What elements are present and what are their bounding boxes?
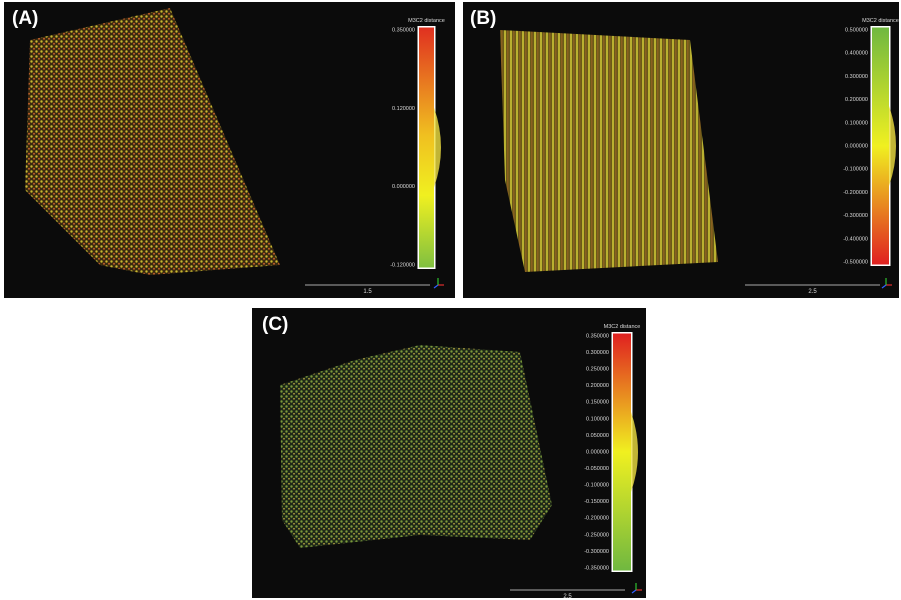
axis-icon	[433, 284, 439, 289]
scale-title: M3C2 distance	[408, 18, 445, 24]
scale-tick-label: 0.300000	[845, 74, 868, 80]
scale-tick-label: -0.100000	[843, 167, 868, 173]
scale-tick-label: 0.350000	[586, 333, 609, 339]
scale-tick-label: 0.000000	[586, 449, 609, 455]
scale-tick-label: -0.120000	[390, 262, 415, 268]
scale-bar-label: 2.5	[563, 594, 572, 600]
scale-title: M3C2 distance	[604, 324, 641, 330]
scale-tick-label: 0.000000	[845, 143, 868, 149]
panel-label: (C)	[262, 314, 288, 335]
axis-icon	[881, 284, 887, 289]
scale-tick-label: -0.400000	[843, 236, 868, 242]
panel-label: (B)	[470, 8, 496, 29]
scale-tick-label: -0.200000	[584, 516, 609, 522]
scale-tick-label: 0.350000	[392, 27, 415, 33]
scale-tick-label: 0.400000	[845, 51, 868, 57]
color-bar	[613, 333, 631, 571]
scale-tick-label: -0.150000	[584, 499, 609, 505]
scale-tick-label: 0.150000	[586, 400, 609, 406]
scale-tick-label: 0.100000	[586, 416, 609, 422]
histogram	[434, 107, 441, 188]
axis-icon	[631, 589, 637, 594]
scale-title: M3C2 distance	[862, 18, 899, 24]
scale-tick-label: -0.050000	[584, 466, 609, 472]
scale-tick-label: 0.100000	[845, 120, 868, 126]
scale-tick-label: -0.250000	[584, 532, 609, 538]
scale-tick-label: -0.350000	[584, 565, 609, 571]
scale-bar-label: 2.5	[808, 289, 817, 295]
color-bar	[872, 27, 889, 265]
point-cloud	[25, 8, 280, 275]
panel-label: (A)	[12, 8, 38, 29]
point-cloud	[500, 30, 718, 272]
scale-tick-label: -0.300000	[584, 549, 609, 555]
histogram	[631, 412, 638, 492]
scale-tick-label: 0.300000	[586, 350, 609, 356]
scale-tick-label: 0.200000	[586, 383, 609, 389]
scale-tick-label: -0.500000	[843, 259, 868, 265]
scale-tick-label: 0.250000	[586, 367, 609, 373]
scale-tick-label: -0.300000	[843, 213, 868, 219]
scale-tick-label: -0.200000	[843, 190, 868, 196]
scale-bar-label: 1.5	[363, 289, 372, 295]
scale-tick-label: 0.000000	[392, 184, 415, 190]
scale-tick-label: 0.120000	[392, 106, 415, 112]
histogram	[889, 106, 896, 186]
scale-tick-label: -0.100000	[584, 483, 609, 489]
scale-tick-label: 0.200000	[845, 97, 868, 103]
color-bar	[419, 27, 434, 268]
scale-tick-label: 0.500000	[845, 27, 868, 33]
point-cloud	[280, 345, 552, 548]
scale-tick-label: 0.050000	[586, 433, 609, 439]
